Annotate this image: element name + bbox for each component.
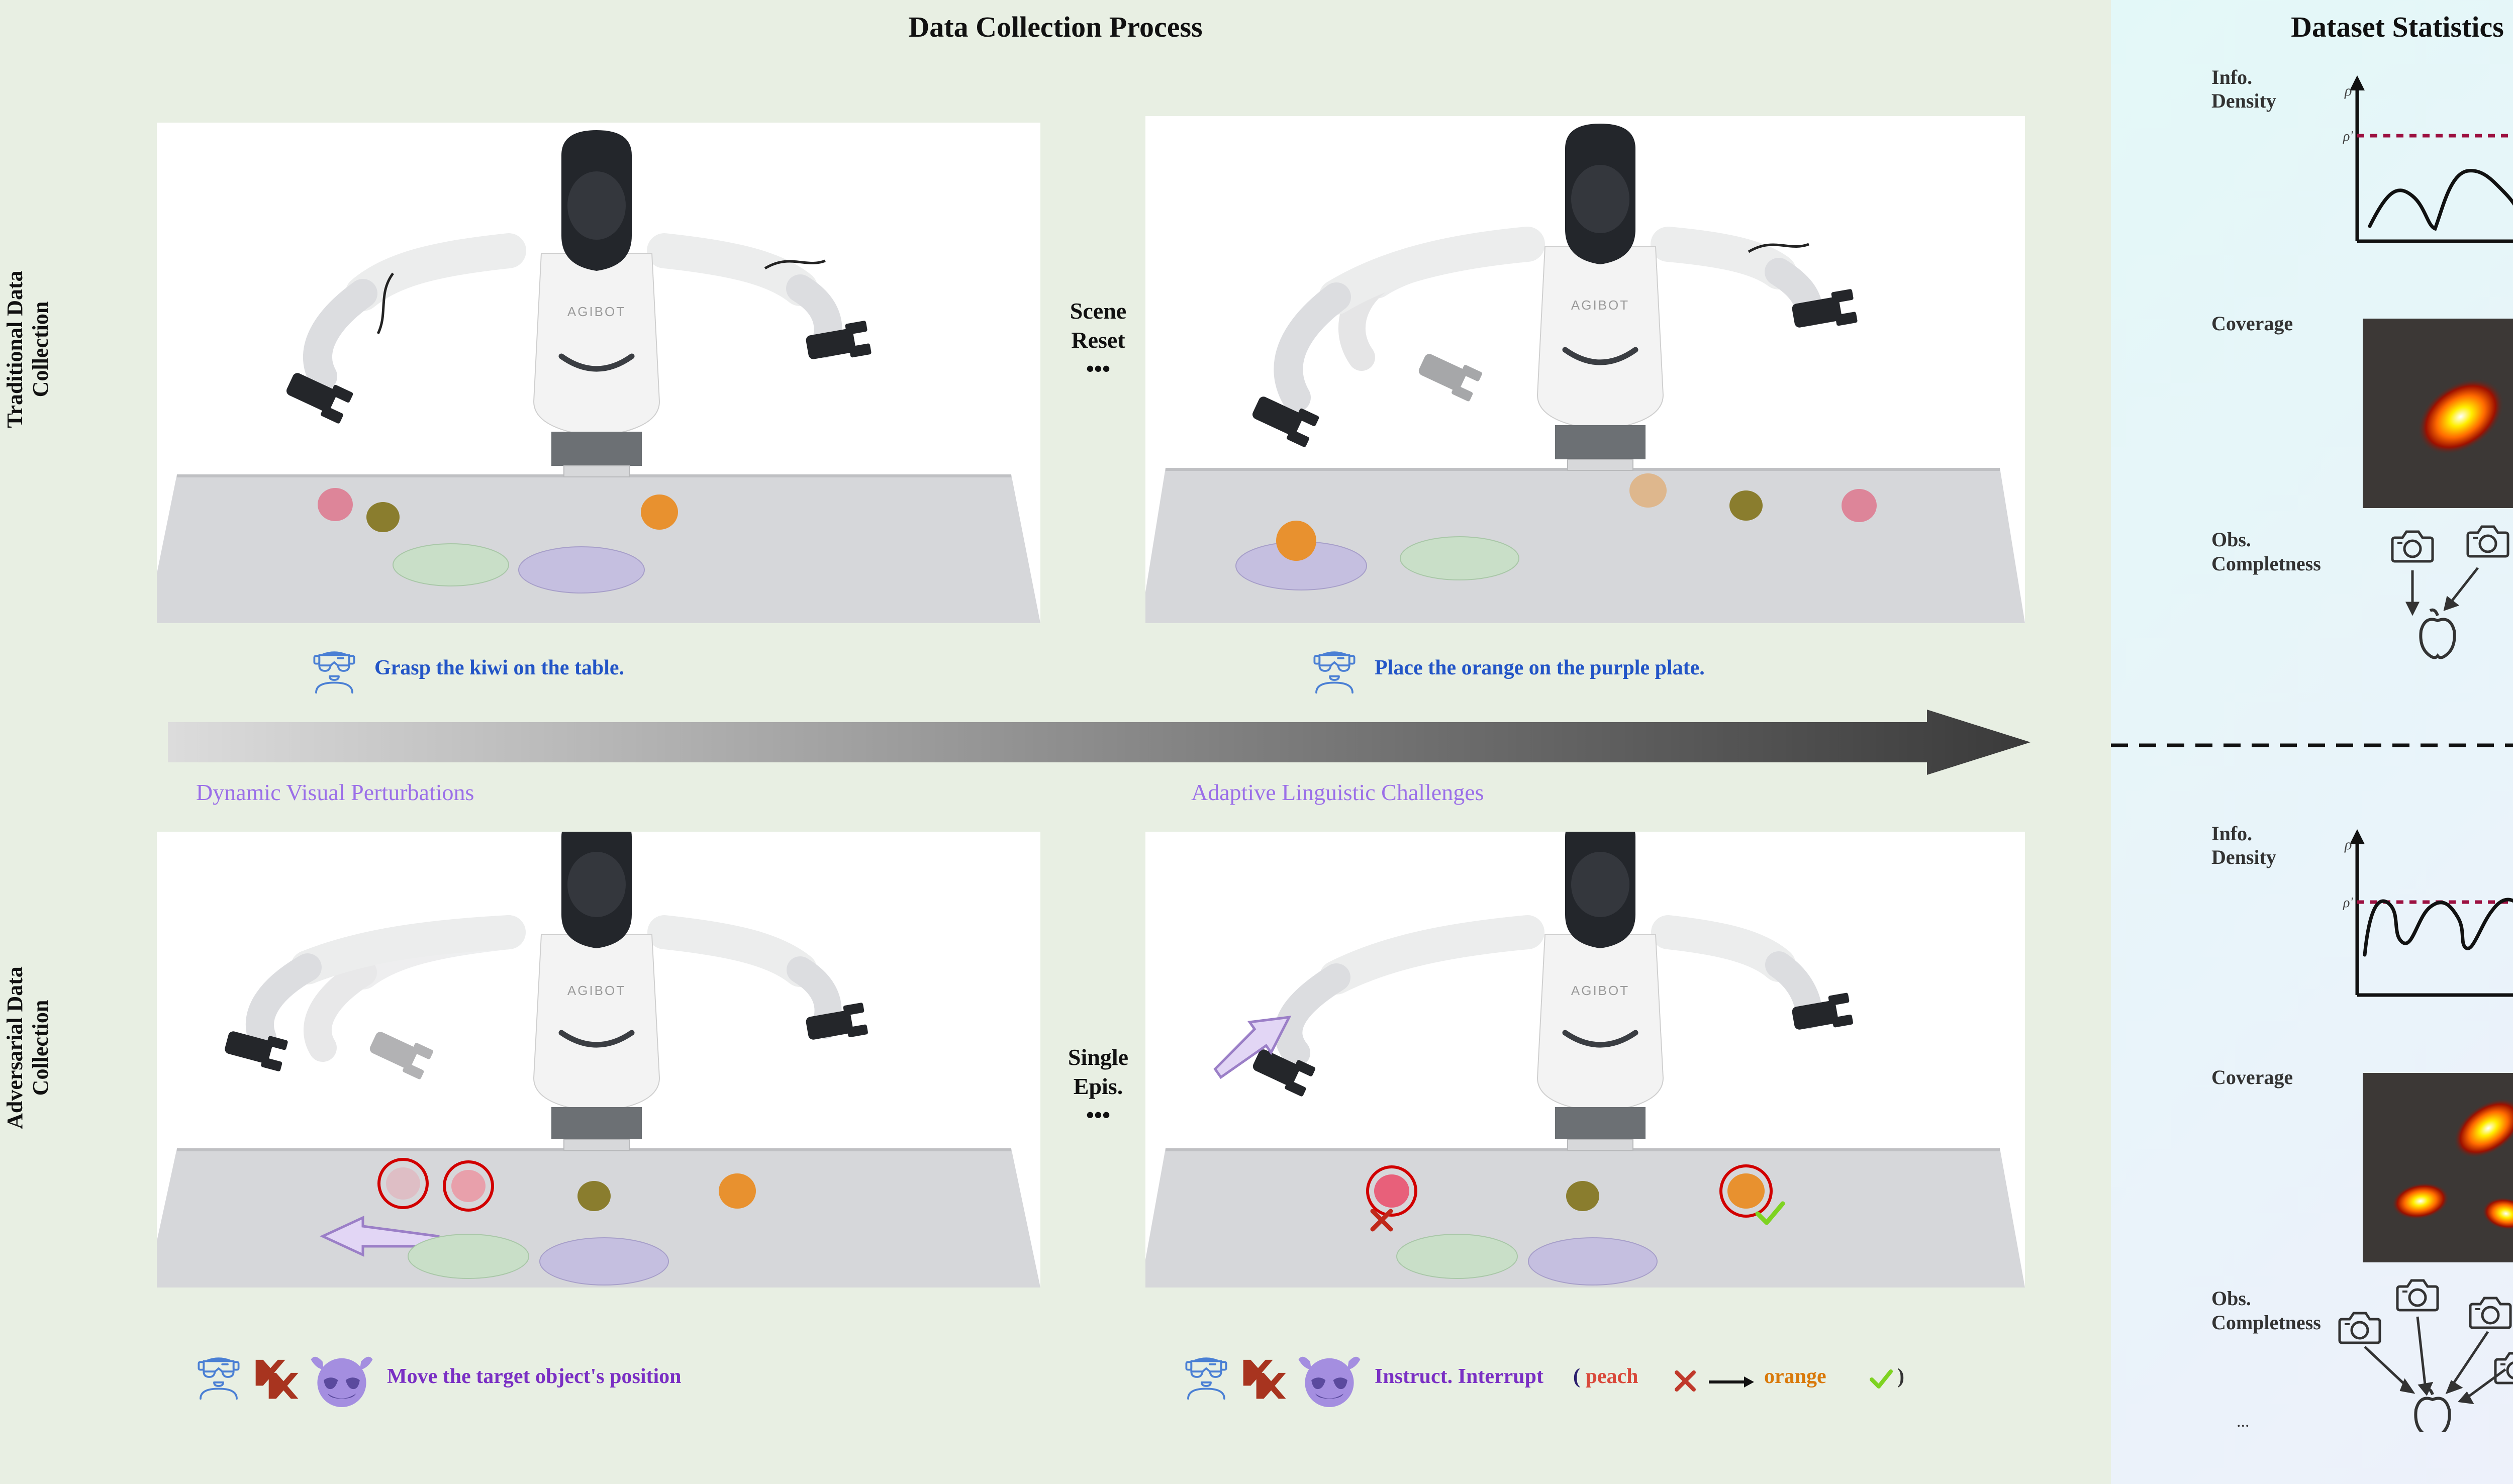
svg-text:ρ: ρ <box>2344 82 2352 99</box>
svg-text:ρ': ρ' <box>2343 129 2353 144</box>
svg-text:AGIBOT: AGIBOT <box>1571 983 1629 998</box>
svg-text:ρ: ρ <box>2344 836 2352 853</box>
svg-text:AGIBOT: AGIBOT <box>1571 298 1629 313</box>
svg-text:ρ': ρ' <box>2343 895 2353 911</box>
svg-text:AGIBOT: AGIBOT <box>567 983 626 998</box>
svg-text:AGIBOT: AGIBOT <box>567 304 626 319</box>
